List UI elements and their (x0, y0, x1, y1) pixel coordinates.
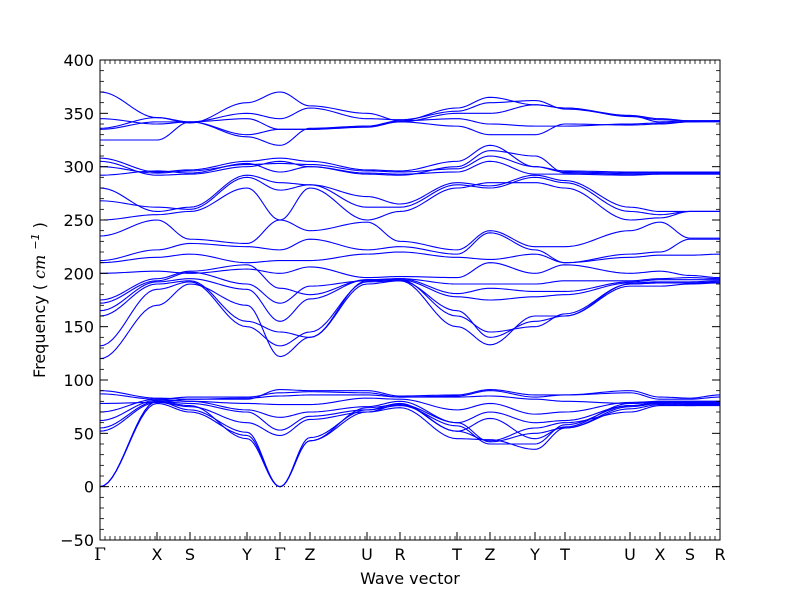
y-axis-title: Frequency ( cm −1 ) (24, 222, 49, 378)
band-line-27 (99, 144, 720, 173)
band-line-21 (99, 182, 720, 221)
band-line-4 (99, 401, 721, 450)
y-tick-label: 250 (63, 211, 94, 230)
y-tick-label: 0 (84, 478, 94, 497)
x-tick-label: S (685, 545, 695, 564)
y-tick-label: 150 (63, 318, 94, 337)
x-tick-label: U (624, 545, 636, 564)
x-tick-label: Z (485, 545, 496, 564)
x-axis-title: Wave vector (360, 569, 460, 588)
x-tick-label: Γ (274, 545, 286, 565)
y-axis-title-unit-exponent: −1 (29, 233, 42, 249)
y-tick-label: 100 (63, 371, 94, 390)
band-line-22 (99, 176, 720, 216)
y-axis-title-label: Frequency (30, 295, 49, 378)
y-tick-label: −50 (60, 531, 94, 550)
y-tick-label: 200 (63, 264, 94, 283)
x-tick-label: Y (241, 545, 252, 564)
band-line-6 (99, 399, 720, 424)
band-line-3 (99, 400, 721, 488)
band-line-32 (99, 91, 720, 124)
band-line-15 (99, 271, 720, 304)
band-line-19 (99, 232, 720, 264)
band-line-23 (99, 174, 720, 213)
x-tick-label: X (152, 545, 163, 564)
plot-frame (99, 59, 721, 541)
band-line-14 (99, 278, 721, 322)
band-line-28 (100, 121, 720, 141)
x-tick-label: U (361, 545, 373, 564)
band-line-31 (99, 99, 720, 125)
y-tick-label: 50 (74, 424, 94, 443)
band-line-17 (99, 262, 721, 279)
band-line-12 (99, 280, 721, 347)
band-line-20 (99, 219, 720, 251)
band-line-16 (99, 264, 721, 301)
y-axis-ticks: −50 0 50 100 150 200 250 300 350 400 (60, 51, 720, 550)
x-tick-label: S (185, 545, 195, 564)
y-tick-label: 350 (63, 104, 94, 123)
x-tick-label: R (394, 545, 405, 564)
x-tick-label: R (714, 545, 725, 564)
x-tick-label: Γ (94, 545, 106, 565)
band-line-18 (99, 251, 721, 264)
y-axis-title-open-paren: ( (30, 284, 49, 290)
x-tick-label: Z (305, 545, 316, 564)
y-axis-title-unit: cm (30, 255, 49, 279)
band-line-29 (99, 118, 721, 146)
y-tick-label: 300 (63, 158, 94, 177)
x-tick-label: T (559, 545, 570, 564)
phonon-band-lines (99, 91, 721, 488)
y-axis-title-close-paren: ) (30, 222, 49, 228)
band-line-10 (99, 389, 721, 400)
x-tick-label: Y (529, 545, 540, 564)
y-tick-label: 400 (63, 51, 94, 70)
x-tick-label: T (451, 545, 462, 564)
band-line-9 (99, 390, 721, 400)
band-line-26 (99, 150, 720, 176)
x-tick-label: X (655, 545, 666, 564)
band-line-13 (99, 279, 721, 338)
